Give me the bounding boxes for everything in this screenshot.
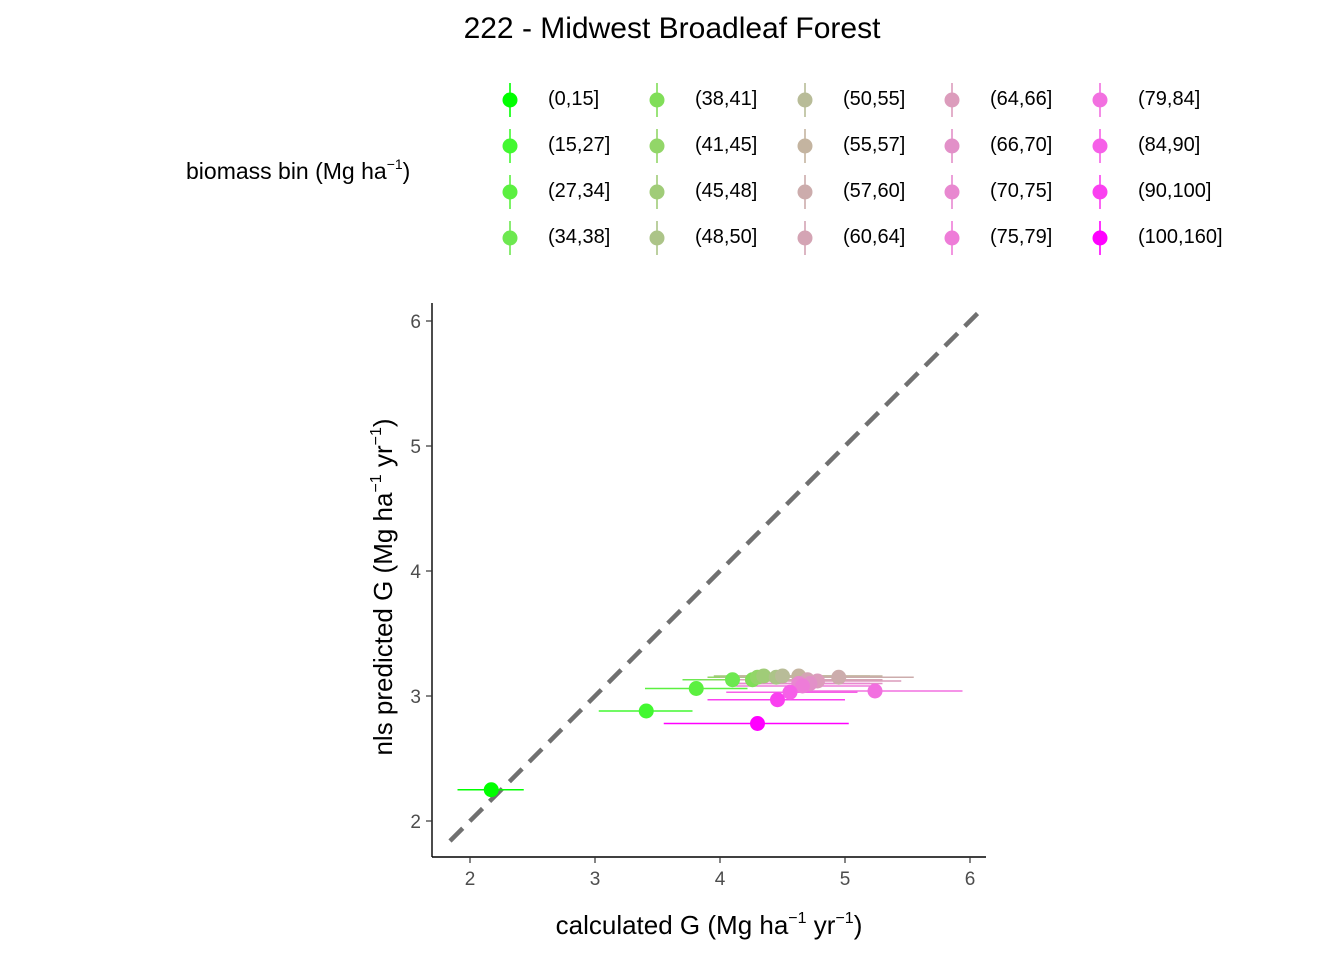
data-point [795, 678, 810, 694]
legend-title-exponent: −1 [386, 156, 403, 172]
x-tick-label: 2 [465, 869, 476, 890]
legend-key-dot [797, 138, 813, 154]
y-tick-label: 5 [410, 437, 421, 458]
legend-label: (38,41] [695, 88, 758, 110]
error-bars [457, 675, 963, 791]
y-tick-label: 6 [410, 312, 421, 333]
data-point [831, 669, 847, 685]
legend-key-dot [797, 184, 813, 200]
x-tick-label: 3 [590, 869, 601, 890]
legend-label: (48,50] [695, 226, 758, 248]
legend-key-dot [944, 184, 960, 200]
data-point [782, 684, 798, 700]
legend-title-base: biomass bin (Mg ha [186, 158, 387, 184]
legend-keys [502, 83, 1108, 255]
data-point [688, 681, 704, 696]
legend-label: (90,100] [1138, 180, 1212, 202]
legend-key-dot [797, 92, 813, 108]
data-point [725, 672, 740, 688]
data-point [638, 703, 654, 719]
legend-label: (27,34] [548, 180, 611, 202]
y-tick-label: 3 [410, 687, 421, 708]
x-tick-label: 5 [840, 869, 851, 890]
data-point [770, 692, 785, 708]
legend-key-dot [502, 230, 518, 246]
legend-key-dot [944, 92, 960, 108]
legend-key-dot [1092, 138, 1108, 154]
legend-key-dot [1092, 92, 1108, 108]
legend-key-dot [797, 230, 813, 246]
legend-title-end: ) [402, 158, 411, 184]
legend-key-dot [502, 184, 518, 200]
data-point [750, 716, 765, 731]
legend-label: (55,57] [843, 134, 906, 156]
data-point [483, 782, 499, 798]
reference-line [448, 309, 982, 843]
legend-label: (79,84] [1138, 88, 1201, 110]
legend-label: (0,15] [548, 88, 600, 110]
legend-key-dot [649, 92, 665, 108]
legend-label: (66,70] [990, 134, 1053, 156]
data-point [867, 683, 883, 699]
legend-label: (50,55] [843, 88, 906, 110]
legend-label: (84,90] [1138, 134, 1201, 156]
y-tick-label: 4 [410, 562, 421, 583]
legend-label: (75,79] [990, 226, 1053, 248]
x-tick-label: 4 [715, 869, 726, 890]
legend-label: (70,75] [990, 180, 1053, 202]
legend-label: (100,160] [1138, 226, 1223, 248]
legend-key-dot [1092, 184, 1108, 200]
legend-key-dot [649, 184, 665, 200]
legend-label: (60,64] [843, 226, 906, 248]
axes: 2 3 4 5 6 2 3 4 5 6 [410, 303, 986, 890]
legend-key-dot [1092, 230, 1108, 246]
legend-key-dot [944, 230, 960, 246]
legend-key-dot [502, 138, 518, 154]
y-axis-title: nls predicted G (Mg ha−1 yr−1) [368, 418, 398, 755]
legend-key-dot [649, 138, 665, 154]
data-point [756, 668, 772, 684]
legend-label: (15,27] [548, 134, 611, 156]
legend-label: (41,45] [695, 134, 758, 156]
y-tick-label: 2 [410, 812, 421, 833]
legend-label: (45,48] [695, 180, 758, 202]
chart-title: 222 - Midwest Broadleaf Forest [463, 12, 881, 45]
legend-title: biomass bin (Mg ha−1) [186, 156, 410, 185]
x-tick-label: 6 [965, 869, 976, 890]
x-axis-title: calculated G (Mg ha−1 yr−1) [556, 910, 863, 940]
legend-label: (64,66] [990, 88, 1053, 110]
legend-key-dot [649, 230, 665, 246]
legend-key-dot [944, 138, 960, 154]
reference-line-group [448, 309, 982, 843]
points [483, 668, 883, 798]
legend-key-dot [502, 92, 518, 108]
data-point [775, 668, 790, 684]
legend-label: (34,38] [548, 226, 611, 248]
legend-label: (57,60] [843, 180, 906, 202]
